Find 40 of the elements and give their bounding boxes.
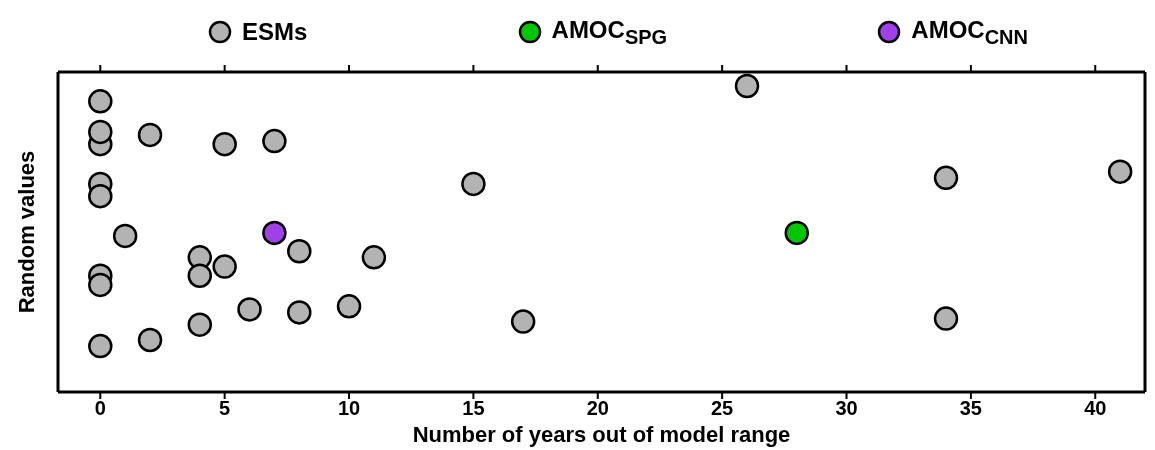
x-tick-label: 20: [586, 397, 609, 420]
x-tick-label: 40: [1084, 397, 1107, 420]
point: [88, 272, 113, 298]
point: [112, 223, 138, 249]
point: [262, 128, 287, 154]
point: [510, 309, 536, 334]
x-tick-label: 5: [219, 397, 231, 420]
point: [137, 327, 163, 353]
point: [287, 238, 312, 264]
point: [212, 254, 237, 279]
x-tick-label: 30: [835, 397, 858, 420]
point: [933, 306, 959, 331]
point: [1107, 159, 1133, 184]
point: [287, 300, 312, 325]
point: [88, 333, 113, 359]
point: [933, 165, 959, 191]
legend-label: ESMs: [242, 18, 308, 47]
x-tick-label: 25: [711, 397, 734, 420]
point: [361, 245, 387, 270]
legend-label: AMOC$_{CNN}$: [911, 16, 1028, 49]
point: [187, 312, 213, 337]
point: [734, 73, 760, 99]
point: [137, 122, 163, 148]
x-tick-label: 10: [337, 397, 361, 420]
point: [187, 263, 213, 288]
point: [88, 119, 113, 145]
x-tick-label: 35: [959, 397, 983, 420]
point: [88, 183, 113, 209]
point: [88, 89, 113, 114]
point: [336, 294, 362, 319]
point: [237, 297, 262, 322]
x-axis-title: Number of years out of model range: [412, 422, 791, 447]
legend-label: AMOC$_{SPG}$: [551, 16, 668, 49]
point: [461, 171, 486, 197]
x-tick-label: 15: [462, 397, 485, 420]
point: [212, 131, 237, 157]
point: [784, 220, 810, 246]
y-axis-title: Random values: [13, 150, 39, 314]
point: [262, 220, 287, 246]
x-tick-label: 0: [94, 397, 106, 420]
